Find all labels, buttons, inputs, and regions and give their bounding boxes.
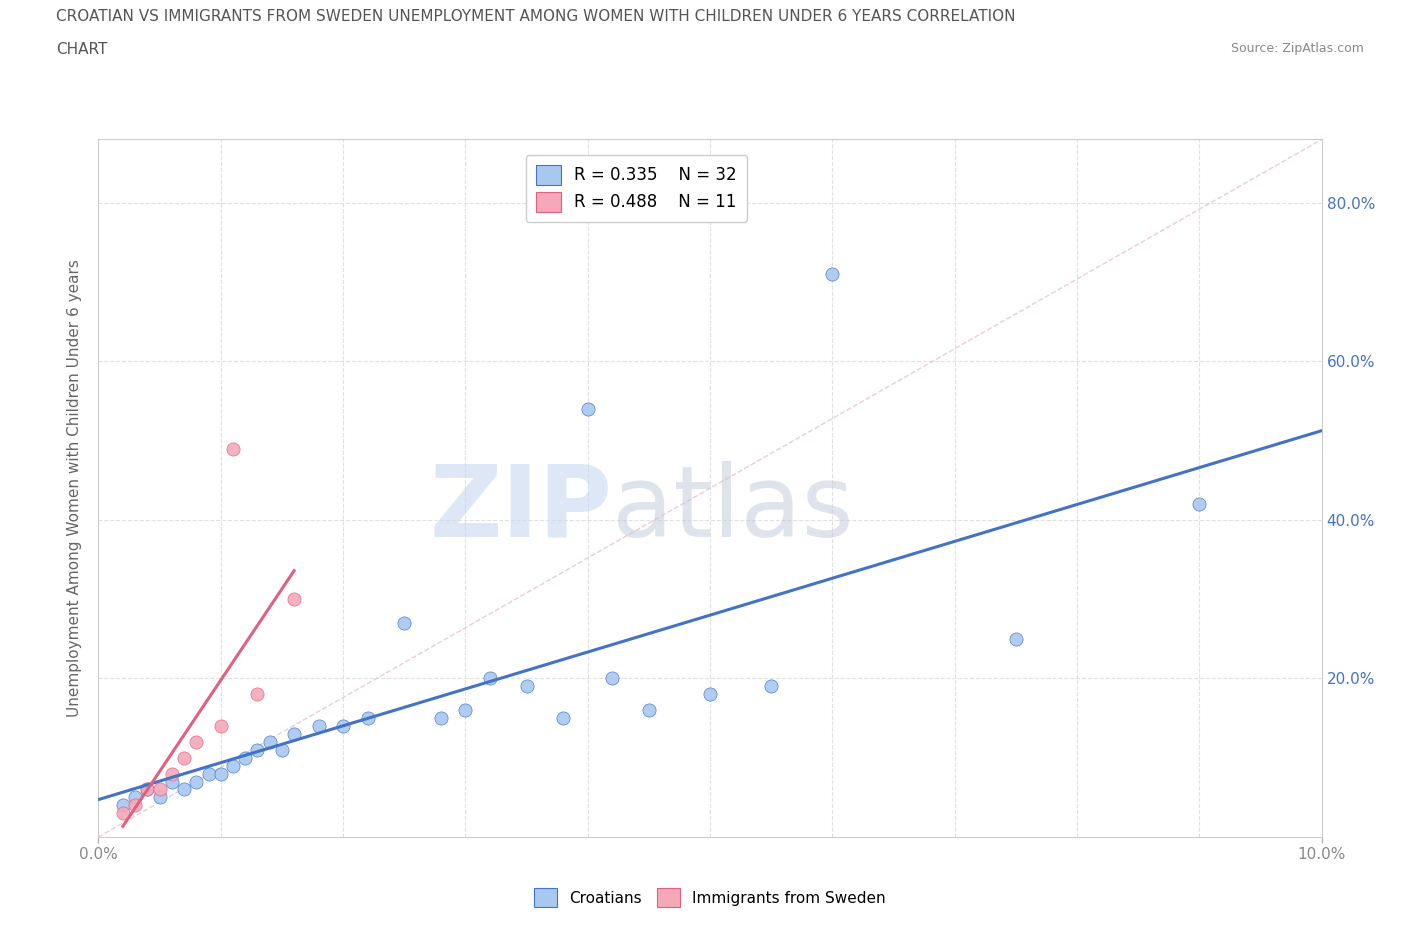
Point <box>124 798 146 813</box>
Point <box>259 735 281 750</box>
Point <box>576 402 599 417</box>
Point <box>160 766 183 781</box>
Point <box>149 790 172 804</box>
Point <box>392 616 416 631</box>
Point <box>246 687 269 702</box>
Text: atlas: atlas <box>612 460 853 558</box>
Point <box>222 441 245 456</box>
Point <box>1004 631 1026 646</box>
Point <box>270 742 292 757</box>
Point <box>516 679 538 694</box>
Text: Source: ZipAtlas.com: Source: ZipAtlas.com <box>1230 42 1364 55</box>
Point <box>186 774 208 789</box>
Point <box>111 805 134 820</box>
Point <box>454 703 477 718</box>
Point <box>173 751 195 765</box>
Point <box>478 671 501 686</box>
Point <box>600 671 623 686</box>
Point <box>1188 497 1211 512</box>
Y-axis label: Unemployment Among Women with Children Under 6 years: Unemployment Among Women with Children U… <box>67 259 83 717</box>
Point <box>197 766 219 781</box>
Point <box>430 711 453 725</box>
Point <box>308 719 330 734</box>
Point <box>186 735 208 750</box>
Point <box>222 758 245 773</box>
Point <box>233 751 256 765</box>
Point <box>160 774 183 789</box>
Point <box>209 719 232 734</box>
Point <box>637 703 661 718</box>
Legend: Croatians, Immigrants from Sweden: Croatians, Immigrants from Sweden <box>529 883 891 913</box>
Point <box>821 267 844 282</box>
Text: CHART: CHART <box>56 42 108 57</box>
Point <box>699 687 721 702</box>
Point <box>283 726 305 741</box>
Point <box>124 790 146 804</box>
Point <box>332 719 354 734</box>
Point <box>149 782 172 797</box>
Text: CROATIAN VS IMMIGRANTS FROM SWEDEN UNEMPLOYMENT AMONG WOMEN WITH CHILDREN UNDER : CROATIAN VS IMMIGRANTS FROM SWEDEN UNEMP… <box>56 9 1015 24</box>
Point <box>356 711 378 725</box>
Point <box>246 742 269 757</box>
Point <box>283 591 305 606</box>
Point <box>553 711 575 725</box>
Point <box>759 679 782 694</box>
Point <box>111 798 134 813</box>
Text: ZIP: ZIP <box>429 460 612 558</box>
Point <box>136 782 159 797</box>
Point <box>173 782 195 797</box>
Point <box>136 782 159 797</box>
Point <box>209 766 232 781</box>
